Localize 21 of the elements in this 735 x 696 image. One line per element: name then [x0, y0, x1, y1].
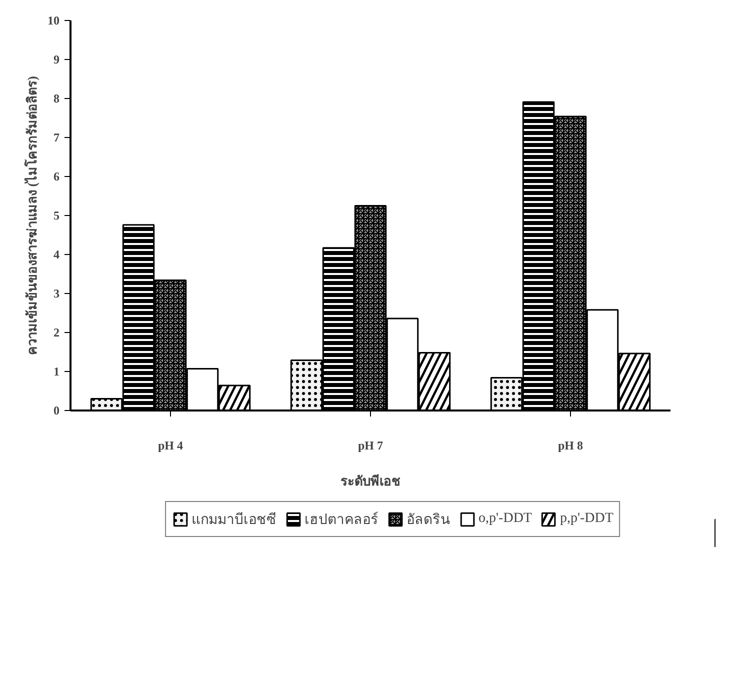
y-tick-label: 8	[54, 92, 60, 106]
x-tick-label: pH 4	[158, 438, 184, 452]
legend-label: o,p'-DDT	[478, 511, 532, 527]
y-axis-title: ความเข้มข้นของสารฆ่าแมลง (ไมโครกรัมต่อลิตร)	[24, 76, 40, 355]
y-tick-label: 1	[54, 364, 60, 378]
x-tick-label: pH 8	[558, 438, 584, 452]
legend-label: p,p'-DDT	[560, 511, 614, 527]
legend-label: แกมมาบีเอชซี	[192, 511, 277, 530]
y-tick-label: 0	[54, 404, 60, 418]
x-axis-title: ระดับพีเอช	[340, 474, 400, 488]
y-tick-label: 7	[54, 130, 60, 144]
y-tick-label: 5	[54, 208, 60, 222]
y-tick-label: 10	[48, 14, 60, 28]
x-tick-label: pH 7	[358, 438, 384, 452]
legend-label: เฮปตาคลอร์	[304, 510, 379, 530]
y-tick-label: 9	[54, 52, 60, 66]
legend-label: อัลดริน	[406, 512, 451, 530]
y-tick-label: 3	[54, 286, 60, 300]
y-tick-label: 2	[54, 326, 60, 340]
y-tick-label: 6	[54, 170, 60, 184]
y-tick-label: 4	[54, 248, 60, 262]
